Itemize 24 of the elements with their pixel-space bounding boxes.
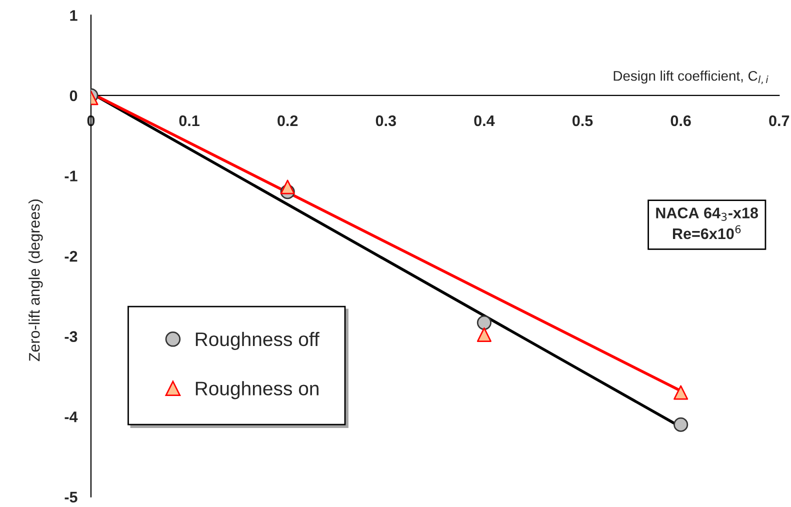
annotation: NACA 64$_{3}$-x18 Re=6x10$^{6}$ (656, 208, 758, 240)
x-tick-label: 0.1 (179, 115, 200, 126)
y-tick-label: -4 (64, 412, 78, 422)
y-tick-label: 1 (70, 10, 78, 21)
point (476, 315, 492, 330)
x-tick-label: 0.5 (572, 115, 593, 126)
x-tick-label: 0.7 (769, 115, 790, 126)
point (674, 385, 688, 400)
x-axis-title: Design lift coefficient, C$_{l,i}$ (614, 70, 768, 84)
point (476, 327, 492, 342)
point (674, 417, 688, 432)
y-tick-label: -3 (64, 331, 78, 342)
y-axis-title: Zero-lift angle (degrees) (28, 200, 43, 362)
x-tick-label: 0.2 (278, 115, 298, 126)
x-tick-label: 0.3 (376, 115, 396, 126)
y-tick-label: -5 (64, 492, 78, 503)
legend-label: Roughness off (196, 332, 320, 350)
x-tick-label: 0.6 (670, 115, 691, 126)
x-tick-label: 0.4 (474, 115, 495, 126)
legend-label: Roughness on (196, 381, 318, 400)
y-tick-label: -1 (64, 170, 78, 182)
y-tick-label: -2 (64, 250, 78, 262)
point (280, 180, 295, 194)
y-tick-label: 0 (70, 90, 78, 102)
